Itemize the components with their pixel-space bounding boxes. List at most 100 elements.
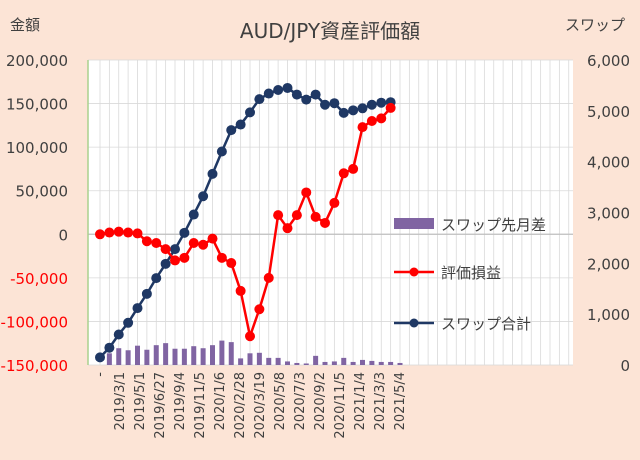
swap-total-point (273, 84, 284, 95)
swap-total-point (301, 94, 312, 105)
valuation-pnl-point (263, 272, 274, 283)
x-tick-label: 2019/6/27 (153, 372, 168, 439)
swap-total-point (245, 107, 255, 118)
legend-label-valuation: 評価損益 (441, 264, 501, 282)
swap-total-point (263, 88, 274, 99)
x-tick-label: 2020/7/3 (293, 372, 308, 430)
valuation-pnl-point (113, 226, 124, 237)
valuation-pnl-point (151, 238, 162, 248)
bar-swap-diff (303, 363, 309, 365)
vertical-gridlines (99, 60, 570, 365)
valuation-pnl-point (188, 238, 199, 248)
right-tick-label: 2,000 (587, 255, 630, 273)
right-tick-label: 6,000 (587, 52, 630, 70)
bar-swap-diff (153, 345, 159, 365)
valuation-pnl-point (207, 233, 218, 244)
bar-swap-diff (172, 348, 178, 365)
x-tick-label: 2021/5/4 (393, 372, 408, 430)
valuation-pnl-point (366, 116, 377, 126)
valuation-pnl-point (376, 113, 387, 124)
bar-swap-diff (163, 343, 169, 365)
x-axis-tick-labels: -2019/3/1 2019/5/1 2019/6/27 2019/9/4 2019/1… (93, 372, 408, 439)
valuation-pnl-point (104, 227, 115, 238)
swap-total-point (132, 303, 143, 314)
swap-total-point (376, 97, 387, 108)
bar-swap-diff (275, 357, 281, 365)
bar-swap-diff (247, 353, 253, 365)
swap-total-point (179, 227, 190, 238)
left-tick-label: -50,000 (10, 270, 68, 288)
swap-total-point (235, 119, 246, 130)
bar-swap-diff (322, 361, 328, 365)
valuation-pnl-point (273, 210, 284, 221)
bar-swap-diff (238, 358, 244, 365)
left-tick-label: 200,000 (6, 52, 68, 70)
bar-swap-diff (266, 357, 272, 365)
valuation-pnl-point (385, 102, 396, 113)
swap-total-point (338, 107, 349, 118)
valuation-pnl-point (141, 236, 152, 247)
swap-total-point (310, 89, 321, 100)
left-tick-label: -100,000 (1, 313, 68, 331)
swap-total-point (160, 258, 171, 269)
right-tick-label: 0 (620, 357, 630, 375)
legend-swatch-swap-total-marker (409, 318, 419, 328)
right-axis-tick-labels: 0 1,000 2,000 3,000 4,000 5,000 6,000 (587, 52, 630, 375)
right-tick-label: 3,000 (587, 205, 630, 223)
bar-swap-diff (331, 361, 337, 365)
valuation-pnl-point (291, 210, 302, 221)
bar-swap-diff (228, 342, 234, 365)
bar-swap-diff (125, 350, 131, 365)
x-tick-label: 2020/1/6 (213, 372, 228, 430)
valuation-pnl-point (301, 187, 312, 198)
swap-monthly-diff-bars (106, 340, 403, 365)
swap-total-point (291, 89, 302, 100)
valuation-pnl-point (348, 163, 359, 174)
bar-swap-diff (378, 361, 384, 365)
bar-swap-diff (294, 362, 300, 365)
valuation-pnl-point (132, 228, 143, 239)
valuation-pnl-point (282, 223, 293, 234)
swap-total-point (226, 125, 237, 136)
bar-swap-diff (219, 340, 225, 365)
bar-swap-diff (313, 355, 319, 365)
bar-swap-diff (135, 345, 140, 365)
x-tick-label: 2020/9/2 (313, 372, 328, 430)
swap-total-point (113, 329, 124, 340)
valuation-pnl-point (198, 239, 209, 250)
bar-swap-diff (285, 361, 290, 365)
bar-swap-diff (369, 360, 375, 365)
x-tick-label: 2021/3/3 (373, 372, 388, 430)
legend-swatch-swap-diff (394, 218, 434, 229)
valuation-pnl-point (216, 252, 227, 263)
x-tick-label: - (93, 372, 108, 377)
left-tick-label: 150,000 (6, 96, 68, 114)
valuation-pnl-point (338, 168, 349, 179)
left-tick-label: -150,000 (1, 357, 68, 375)
bar-swap-diff (210, 345, 215, 365)
bar-swap-diff (181, 348, 187, 365)
valuation-pnl-point (245, 331, 255, 342)
bar-swap-diff (191, 346, 197, 365)
valuation-pnl-point (357, 122, 368, 133)
right-tick-label: 4,000 (587, 154, 630, 172)
swap-total-point (123, 317, 134, 328)
bar-swap-diff (200, 348, 206, 365)
chart-title: AUD/JPY資産評価額 (240, 19, 420, 43)
swap-total-point (357, 103, 368, 114)
valuation-pnl-point (123, 227, 134, 238)
bar-swap-diff (397, 362, 403, 365)
swap-total-point (170, 244, 180, 255)
swap-total-point (366, 99, 377, 110)
x-tick-label: 2019/9/4 (173, 372, 188, 430)
swap-total-point (320, 99, 330, 110)
x-tick-label: 2019/11/5 (193, 372, 208, 439)
left-axis-title: 金額 (10, 16, 40, 34)
legend-label-swap-total: スワップ合計 (441, 315, 531, 333)
valuation-pnl-point (329, 197, 340, 208)
swap-total-point (254, 94, 265, 105)
legend-label-swap-diff: スワップ先月差 (441, 216, 546, 234)
valuation-pnl-point (310, 211, 321, 222)
